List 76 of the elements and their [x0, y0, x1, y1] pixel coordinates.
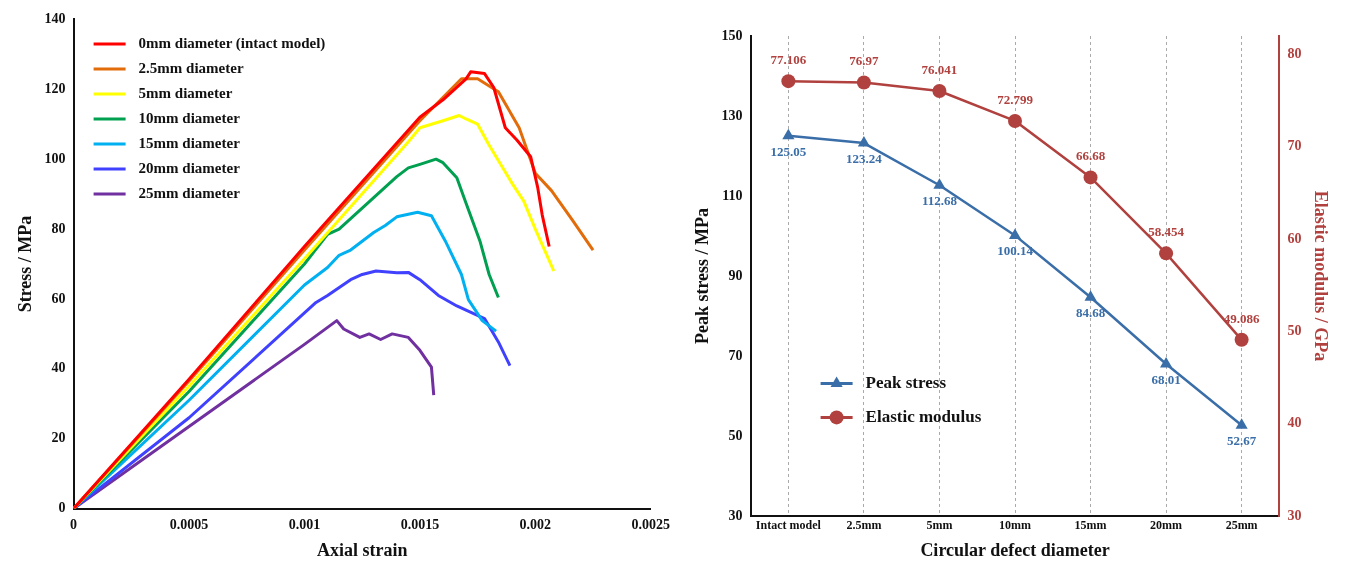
legend-label: Elastic modulus — [865, 406, 982, 426]
point — [781, 74, 796, 89]
y2-tick-label: 70 — [1287, 138, 1302, 154]
point — [1008, 113, 1022, 128]
data-label: 76.97 — [849, 53, 880, 69]
data-label: 52.67 — [1227, 433, 1257, 449]
data-label: 66.68 — [1075, 148, 1106, 164]
y-axis-title: Stress / MPa — [15, 215, 36, 313]
point — [857, 136, 870, 147]
point — [1008, 228, 1022, 239]
data-label: 123.24 — [846, 150, 883, 166]
data-label: 125.05 — [770, 143, 807, 159]
x-tick-label: 10mm — [999, 518, 1031, 533]
legend-label: 20mm diameter — [138, 159, 241, 176]
x-tick-label: 2.5mm — [846, 518, 882, 533]
legend-label: 10mm diameter — [138, 109, 241, 126]
y-tick-label: 70 — [728, 347, 743, 363]
y-tick-label: 110 — [722, 187, 743, 203]
point — [1083, 170, 1098, 185]
point — [1160, 356, 1173, 368]
point — [1084, 290, 1097, 301]
y-axis-title: Peak stress / MPa — [692, 207, 713, 345]
x-tick-label: 0 — [70, 516, 78, 532]
y-tick-label: 0 — [58, 500, 66, 516]
data-label: 49.086 — [1223, 310, 1260, 326]
data-label: 77.106 — [770, 52, 807, 68]
y2-tick-label: 50 — [1287, 322, 1302, 338]
x-axis-title: Circular defect diameter — [920, 539, 1110, 560]
y-tick-label: 30 — [728, 507, 743, 523]
data-label: 112.68 — [921, 193, 958, 209]
point — [856, 75, 871, 90]
legend-label: 0mm diameter (intact model) — [138, 34, 326, 52]
x-tick-label: 0.0005 — [169, 516, 209, 532]
y-tick-label: 100 — [44, 150, 66, 166]
data-label: 72.799 — [997, 91, 1034, 107]
y-tick-label: 130 — [721, 107, 743, 123]
y-tick-label: 40 — [51, 360, 66, 376]
x-tick-label: 20mm — [1150, 518, 1183, 533]
y-tick-label: 90 — [728, 267, 743, 283]
x-tick-label: 0.0015 — [400, 516, 440, 532]
y-tick-label: 120 — [44, 80, 66, 96]
data-label: 68.01 — [1151, 371, 1181, 387]
y-tick-label: 150 — [721, 27, 743, 43]
point — [782, 128, 795, 140]
y-tick-label: 60 — [51, 290, 66, 306]
data-label: 100.14 — [997, 243, 1034, 259]
x-tick-label: 5mm — [926, 518, 953, 533]
legend-label: 2.5mm diameter — [138, 59, 244, 76]
x-tick-label: 0.0025 — [631, 516, 670, 532]
legend-label: Peak stress — [865, 372, 947, 392]
data-label: 84.68 — [1075, 305, 1106, 321]
y-tick-label: 50 — [728, 427, 743, 443]
y2-tick-label: 80 — [1287, 46, 1302, 62]
data-label: 58.454 — [1148, 224, 1185, 240]
x-axis-title: Axial strain — [316, 539, 408, 560]
legend-label: 5mm diameter — [138, 84, 233, 101]
x-tick-label: 25mm — [1225, 518, 1258, 533]
legend-label: 15mm diameter — [138, 134, 241, 151]
point — [932, 84, 947, 99]
y2-tick-label: 60 — [1287, 230, 1302, 246]
y-tick-label: 140 — [44, 11, 66, 27]
point — [1234, 332, 1249, 347]
x-tick-label: 0.002 — [519, 516, 552, 532]
y2-axis-title: Elastic modulus / GPa — [1310, 190, 1331, 362]
point — [933, 178, 946, 189]
x-tick-label: 15mm — [1074, 518, 1107, 533]
point — [1159, 246, 1174, 261]
y-tick-label: 80 — [51, 220, 66, 236]
y2-tick-label: 40 — [1287, 415, 1302, 431]
data-label: 76.041 — [921, 61, 958, 77]
x-tick-label: Intact model — [755, 518, 822, 533]
legend-label: 25mm diameter — [138, 184, 241, 201]
x-tick-label: 0.001 — [288, 516, 321, 532]
y2-tick-label: 30 — [1287, 507, 1302, 523]
y-tick-label: 20 — [51, 430, 66, 446]
point — [1235, 418, 1248, 429]
